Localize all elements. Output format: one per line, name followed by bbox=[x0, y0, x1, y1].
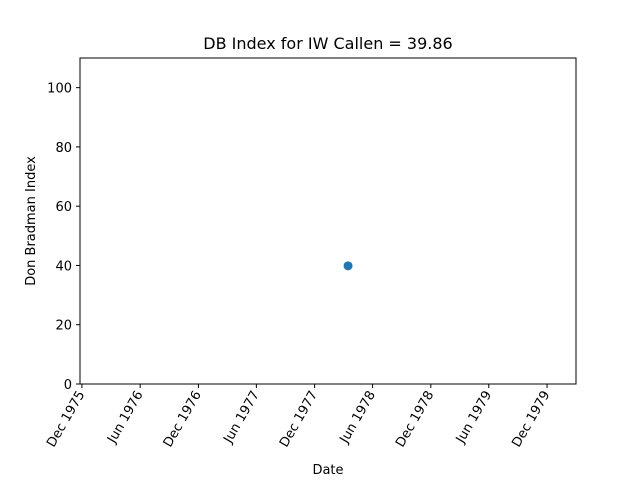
x-tick-label: Dec 1975 bbox=[44, 389, 88, 451]
y-tick-label: 60 bbox=[55, 200, 72, 215]
x-tick-label: Jun 1977 bbox=[221, 389, 263, 447]
chart-title: DB Index for IW Callen = 39.86 bbox=[203, 34, 452, 53]
y-tick-label: 40 bbox=[55, 259, 72, 274]
y-tick-label: 20 bbox=[55, 319, 72, 334]
y-tick-label: 100 bbox=[47, 82, 72, 97]
y-axis: 0 20 40 60 80 100 bbox=[47, 82, 80, 393]
data-point bbox=[343, 261, 353, 271]
x-tick-label: Jun 1978 bbox=[337, 389, 379, 447]
x-tick-label: Dec 1979 bbox=[509, 389, 553, 451]
x-tick-label: Jun 1979 bbox=[453, 389, 495, 447]
y-axis-label: Don Bradman Index bbox=[24, 156, 39, 286]
x-tick-label: Dec 1976 bbox=[161, 389, 205, 451]
plot-area bbox=[79, 57, 577, 385]
x-tick-label: Dec 1977 bbox=[277, 389, 321, 451]
x-tick-label: Jun 1976 bbox=[104, 389, 146, 447]
x-axis-label: Date bbox=[312, 463, 343, 478]
y-tick-label: 80 bbox=[55, 141, 72, 156]
x-tick-label: Dec 1978 bbox=[393, 389, 437, 451]
data-points bbox=[343, 261, 353, 271]
x-axis: Dec 1975 Jun 1976 Dec 1976 Jun 1977 Dec 1977… bbox=[44, 384, 553, 450]
y-tick-label: 0 bbox=[64, 378, 72, 393]
